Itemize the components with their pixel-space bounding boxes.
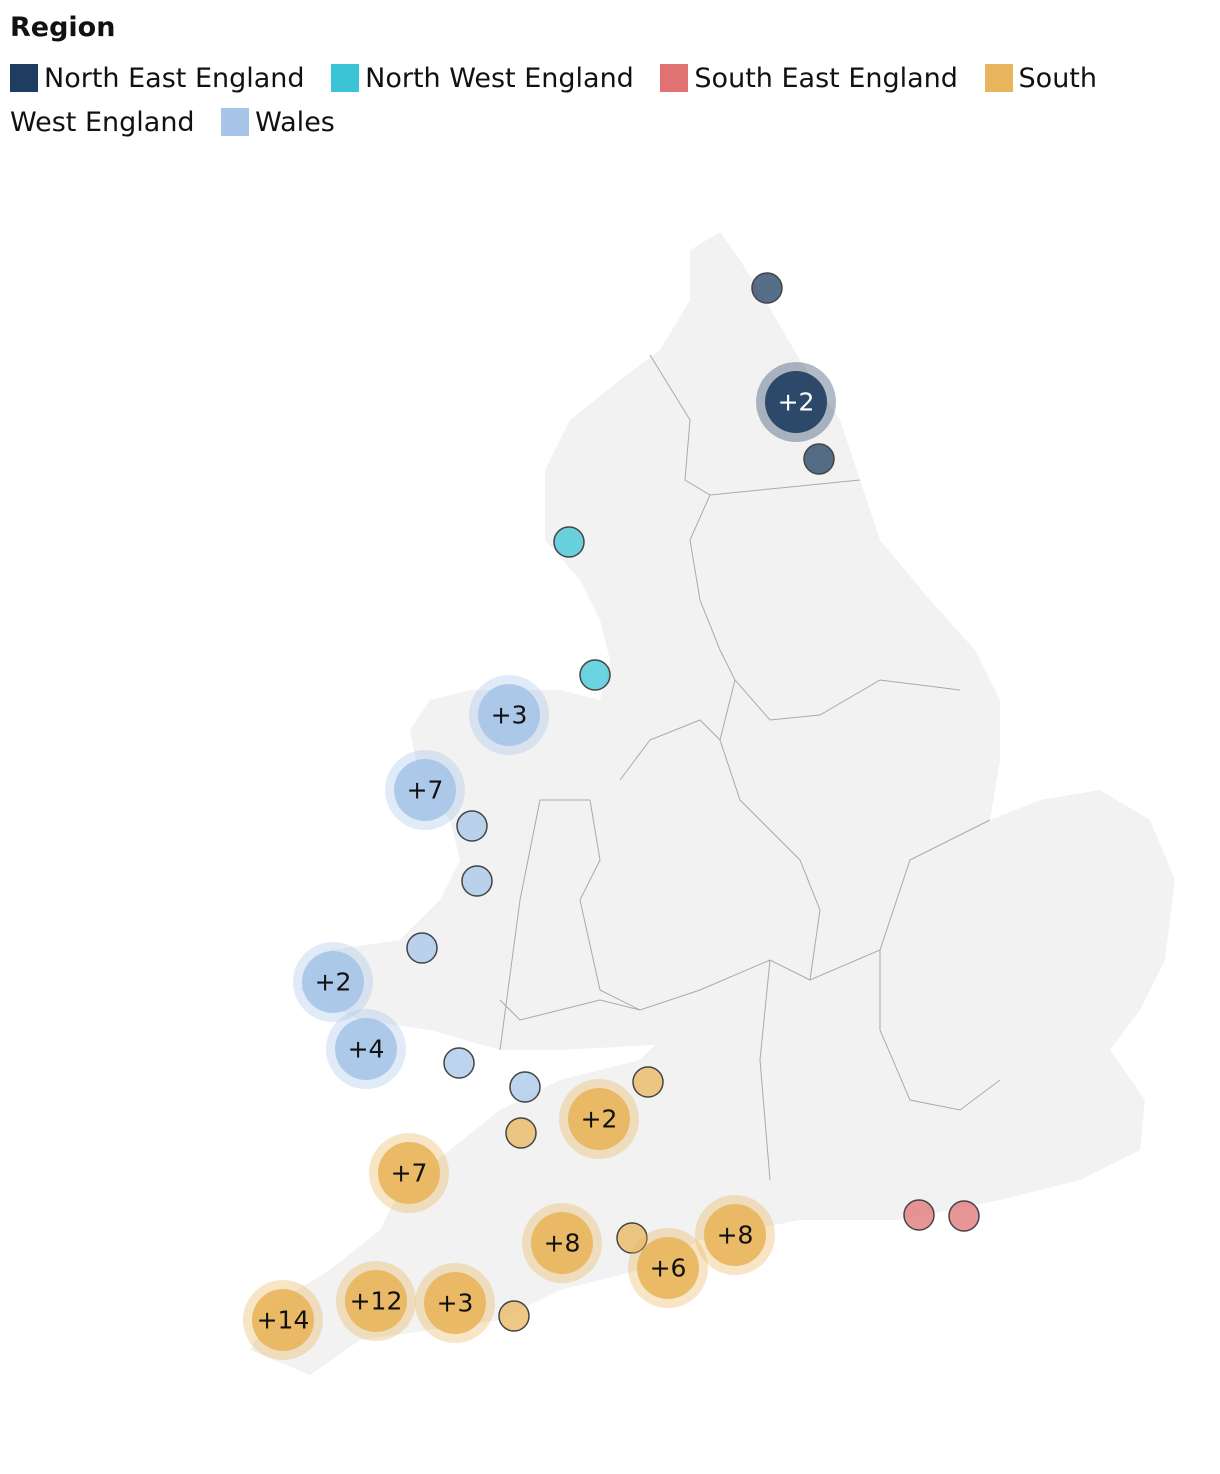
marker [505,1117,537,1149]
marker [456,810,488,842]
marker [637,1237,699,1299]
marker [632,1066,664,1098]
legend-label: North East England [44,63,305,94]
marker [335,1018,397,1080]
marker-label: +7 [391,1159,428,1188]
legend-label: South West England [10,63,1097,138]
marker [424,1272,486,1334]
marker-label: +8 [544,1229,581,1258]
markers: +2 +2 +7 +8 +8 +6 +14 +12 +3 +3 +7 +2 +4 [243,272,980,1360]
legend-label: Wales [255,107,335,138]
marker [579,659,611,691]
marker [443,1047,475,1079]
legend-item: South West England [10,63,1097,138]
marker [345,1270,407,1332]
marker-label: +7 [407,776,444,805]
marker [378,1142,440,1204]
marker [498,1300,530,1332]
legend-item: North West England [331,63,642,94]
marker-label: +3 [437,1289,474,1318]
marker-label: +3 [491,701,528,730]
legend: Region North East England North West Eng… [10,12,1160,145]
marker-label: +2 [315,968,352,997]
marker [509,1071,541,1103]
marker-label: +2 [581,1105,618,1134]
legend-swatch [331,64,360,92]
legend-label: North West England [365,63,634,94]
marker-label: +2 [778,388,815,417]
marker [531,1212,593,1274]
marker [765,371,827,433]
marker [948,1200,980,1232]
marker [704,1204,766,1266]
marker [461,865,493,897]
marker [302,951,364,1013]
marker [616,1222,648,1254]
marker-label: +8 [717,1221,754,1250]
marker [803,443,835,475]
marker [568,1088,630,1150]
legend-label: South East England [694,63,958,94]
marker-label: +4 [348,1035,385,1064]
legend-item: South East England [660,63,966,94]
legend-swatch [10,64,38,92]
legend-title: Region [10,12,116,43]
marker [252,1289,314,1351]
marker [394,759,456,821]
marker-label: +6 [650,1254,687,1283]
marker [406,932,438,964]
marker-label: +12 [350,1287,403,1316]
marker [553,526,585,558]
marker [478,684,540,746]
borders [499,354,1001,1181]
legend-swatch [221,108,250,136]
land [250,232,1175,1375]
marker-label: +14 [257,1306,310,1335]
legend-swatch [984,64,1013,92]
legend-item: Wales [221,107,335,138]
legend-items: North East England North West England So… [10,57,1160,145]
marker [903,1199,935,1231]
marker [751,272,783,304]
legend-item: North East England [10,63,313,94]
legend-swatch [660,64,689,92]
